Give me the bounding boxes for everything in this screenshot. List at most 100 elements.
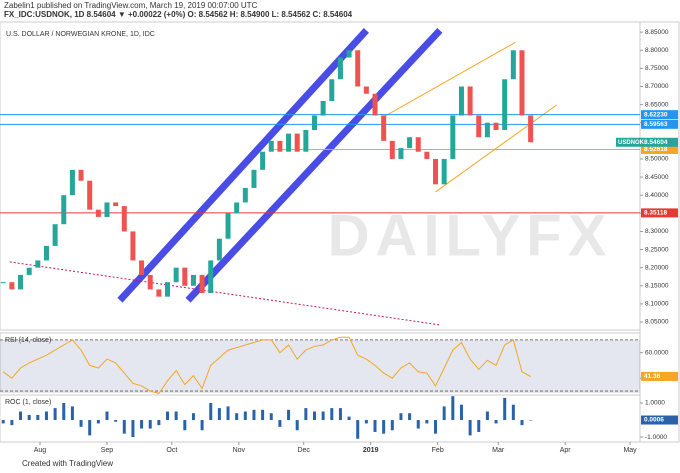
price-box (616, 137, 678, 147)
candle (346, 50, 352, 58)
roc-bar (243, 411, 247, 421)
roc-bar (390, 420, 394, 431)
candle (519, 50, 525, 116)
x-tick-label: 2019 (363, 447, 379, 454)
y-tick-label: 8.70000 (645, 83, 669, 90)
roc-bar (485, 411, 489, 421)
candle (242, 187, 248, 203)
roc-bar (434, 420, 438, 434)
roc-value-label: 0.0006 (644, 417, 664, 424)
candle (113, 202, 119, 207)
roc-bar (1, 420, 5, 424)
y-tick-label: 8.80000 (645, 47, 669, 54)
level-box (641, 208, 678, 218)
candle (61, 195, 67, 225)
candle (277, 140, 283, 152)
roc-bar (278, 420, 282, 427)
candle (415, 137, 421, 152)
candle (441, 158, 447, 185)
roc-bar (321, 411, 325, 421)
candle (156, 289, 162, 297)
y-tick-label: 60.0000 (645, 349, 669, 356)
roc-bar (459, 404, 463, 421)
candle (381, 115, 387, 141)
y-tick-label: 8.75000 (645, 65, 669, 72)
roc-bar (174, 411, 178, 421)
candle (407, 137, 413, 149)
candle (286, 133, 292, 152)
candle (147, 274, 153, 290)
candle (467, 86, 473, 116)
level-box (641, 144, 678, 154)
candle (225, 213, 231, 239)
roc-bar (425, 420, 429, 424)
candle (78, 169, 84, 181)
rsi-box (641, 371, 678, 381)
candle (303, 129, 309, 152)
candle (35, 260, 41, 268)
level-label: 8.52618 (644, 146, 668, 153)
x-tick-label: May (623, 447, 637, 454)
x-tick-label: Nov (233, 447, 246, 454)
candle (216, 238, 222, 261)
roc-bar (140, 420, 144, 429)
roc-bar (408, 413, 412, 421)
candle (510, 50, 516, 80)
roc-bar (183, 420, 187, 431)
candle (329, 79, 335, 101)
candle (182, 267, 188, 286)
roc-bar (511, 404, 515, 421)
candle (502, 79, 508, 130)
roc-bar (356, 420, 360, 439)
roc-bar (53, 408, 57, 421)
candle (26, 267, 32, 275)
candle (372, 93, 378, 116)
candle (190, 274, 196, 286)
roc-bar (166, 411, 170, 421)
roc-bar (399, 413, 403, 421)
y-tick-label: 8.15000 (645, 283, 669, 290)
roc-bar (451, 396, 455, 421)
roc-bar (494, 420, 498, 424)
candle (458, 86, 464, 116)
price-label: 8.54604 (644, 139, 668, 146)
roc-bar (529, 420, 533, 421)
candle (208, 260, 214, 294)
roc-bar (122, 420, 126, 434)
roc-bar (235, 413, 239, 421)
roc-bar (191, 413, 195, 421)
y-tick-label: 8.20000 (645, 264, 669, 271)
roc-bar (269, 413, 273, 421)
roc-bar (62, 403, 66, 421)
candle (130, 231, 136, 261)
candle (251, 169, 257, 188)
y-tick-label: 8.05000 (645, 319, 669, 326)
candle (52, 224, 58, 246)
x-tick-label: Oct (166, 447, 177, 454)
candle (311, 115, 317, 130)
candle (268, 140, 274, 152)
y-tick-label: 8.40000 (645, 192, 669, 199)
roc-bar (36, 414, 40, 421)
x-tick-label: Dec (297, 447, 310, 454)
x-tick-label: Mar (492, 447, 505, 454)
candle (294, 133, 300, 152)
roc-bar (209, 403, 213, 421)
candle (173, 267, 179, 283)
y-tick-label: 1.0000 (645, 400, 665, 407)
roc-bar (157, 420, 161, 426)
quote: FX_IDC:USDNOK, 1D 8.54604 ▼ +0.00022 (+0… (4, 10, 353, 19)
level-box (641, 119, 678, 129)
roc-bar (295, 420, 299, 431)
candle (121, 206, 127, 232)
roc-bar (79, 420, 83, 427)
rsi-title: RSI (14, close) (5, 337, 51, 344)
level-label: 8.59563 (644, 121, 668, 128)
candle (43, 245, 49, 261)
candle (355, 50, 361, 87)
roc-bar (338, 408, 342, 421)
roc-bar (252, 409, 256, 421)
candle (0, 282, 6, 284)
candle (260, 151, 266, 170)
roc-bar (19, 411, 23, 421)
